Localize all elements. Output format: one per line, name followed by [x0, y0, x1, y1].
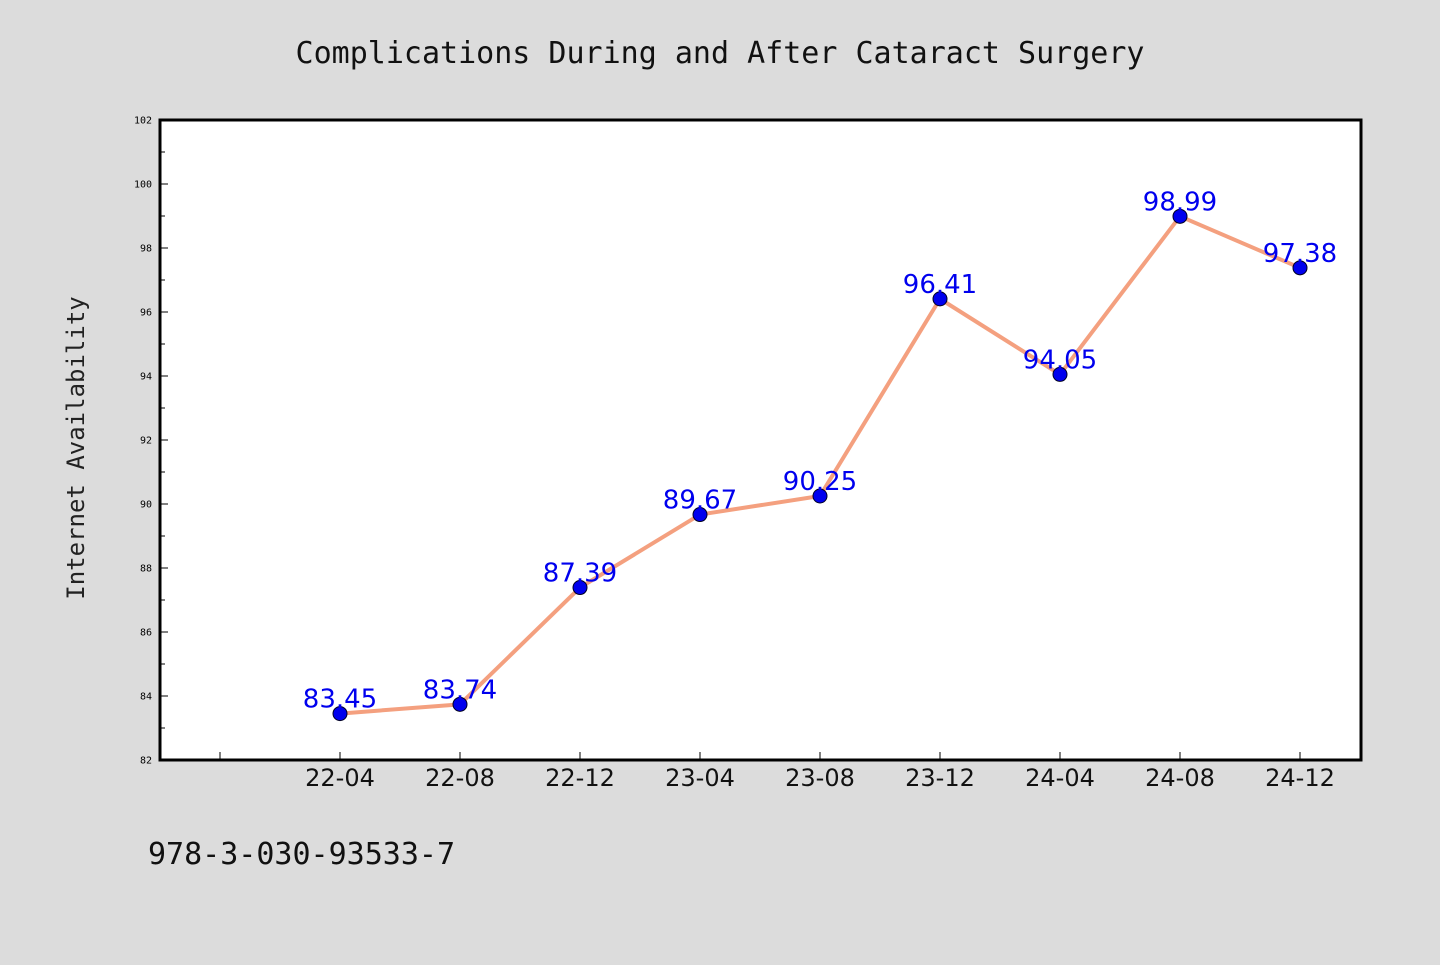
y-tick-label: 94	[140, 372, 152, 383]
data-point	[1052, 366, 1068, 382]
x-tick-label: 24-04	[1025, 764, 1095, 792]
x-tick-label: 22-08	[425, 764, 495, 792]
y-tick-label: 82	[140, 756, 152, 767]
plot-frame	[158, 118, 1363, 762]
data-point	[932, 291, 948, 307]
data-point	[332, 706, 348, 722]
data-label: 83.45	[303, 685, 377, 715]
data-point	[1172, 208, 1188, 224]
data-point	[1292, 260, 1308, 276]
y-tick-label: 102	[134, 116, 152, 127]
plot-area	[160, 120, 1361, 760]
data-label: 87.39	[543, 559, 617, 589]
chart-title: Complications During and After Cataract …	[296, 36, 1145, 71]
data-labels-layer: 83.45 83.74 87.39 89.67 90.25 96.41 94.05 98.99…	[303, 187, 1337, 714]
x-tick-label: 22-04	[305, 764, 375, 792]
x-tick-label: 23-12	[905, 764, 975, 792]
y-tick-label: 88	[140, 564, 152, 575]
data-label: 89.67	[663, 486, 737, 516]
data-label: 90.25	[783, 467, 857, 497]
data-label: 94.05	[1023, 345, 1097, 375]
x-tick-label: 22-12	[545, 764, 615, 792]
data-point	[812, 488, 828, 504]
x-tick-label: 24-12	[1265, 764, 1335, 792]
y-axis-label: Internet Availability	[62, 296, 90, 599]
axis-ticks: 82 84 86 88 90 92 94 96 98 100 102 22-04 22-08 22-12 2…	[134, 116, 1335, 793]
footnote: 978-3-030-93533-7	[148, 837, 455, 872]
y-tick-label: 90	[140, 500, 152, 511]
y-tick-label: 100	[134, 180, 152, 191]
data-point	[692, 507, 708, 523]
x-tick-label: 24-08	[1145, 764, 1215, 792]
y-tick-label: 96	[140, 308, 152, 319]
y-tick-label: 92	[140, 436, 152, 447]
data-label: 97.38	[1263, 239, 1337, 269]
data-label: 96.41	[903, 270, 977, 300]
y-tick-label: 86	[140, 628, 152, 639]
y-tick-label: 98	[140, 244, 152, 255]
data-point	[452, 696, 468, 712]
y-tick-label: 84	[140, 692, 152, 703]
data-label: 98.99	[1143, 187, 1217, 217]
data-point	[572, 580, 588, 596]
data-label: 83.74	[423, 675, 497, 705]
x-tick-label: 23-08	[785, 764, 855, 792]
series-layer	[332, 208, 1308, 722]
x-tick-label: 23-04	[665, 764, 735, 792]
